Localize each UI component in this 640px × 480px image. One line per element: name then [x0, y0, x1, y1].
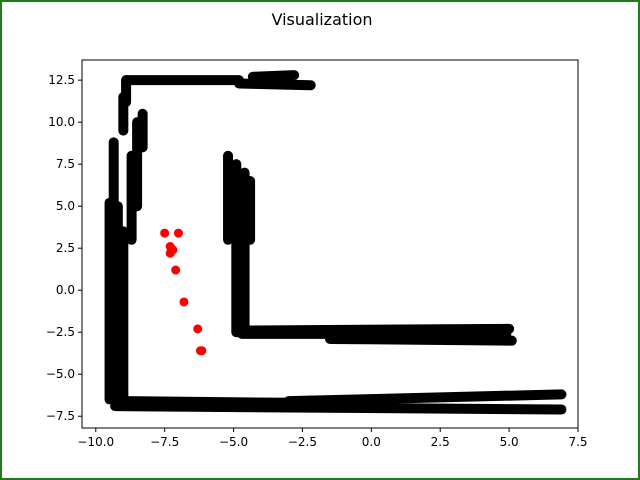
x-tick-label-4: 0.0	[362, 435, 381, 449]
series-0-segment-13	[118, 396, 294, 408]
y-tick-label-1: −5.0	[46, 367, 75, 381]
x-axis: −10.0 −7.5 −5.0 −2.5 0.0 2.5 5.0 7.5	[77, 428, 588, 449]
y-tick-label-7: 10.0	[48, 115, 75, 129]
series-1-point-6	[179, 297, 189, 307]
series-1-point-5	[171, 265, 181, 275]
y-tick-label-0: −7.5	[46, 409, 75, 423]
series-0-segment-10	[234, 78, 316, 91]
y-tick-label-2: −2.5	[46, 325, 75, 339]
y-tick-label-6: 7.5	[56, 157, 75, 171]
chart-title: Visualization	[271, 10, 373, 29]
y-axis: −7.5 −5.0 −2.5 0.0 2.5 5.0 7.5 10.0 12.5	[46, 73, 82, 423]
series-0-segment-11	[247, 70, 300, 82]
series-1-point-0	[160, 228, 170, 238]
y-tick-label-5: 5.0	[56, 199, 75, 213]
series-1-point-9	[197, 346, 207, 356]
data-layer	[104, 70, 567, 415]
x-tick-label-6: 5.0	[500, 435, 519, 449]
series-1-point-4	[165, 248, 175, 258]
plot-area	[81, 59, 579, 429]
x-tick-label-2: −5.0	[219, 435, 248, 449]
series-1-point-1	[173, 228, 183, 238]
y-tick-label-3: 0.0	[56, 283, 75, 297]
x-tick-label-1: −7.5	[150, 435, 179, 449]
x-tick-label-7: 7.5	[568, 435, 587, 449]
y-tick-label-8: 12.5	[48, 73, 75, 87]
series-0-segment-14	[283, 389, 567, 407]
x-tick-label-0: −10.0	[77, 435, 114, 449]
series-0-segment-21	[325, 333, 517, 346]
x-tick-label-3: −2.5	[288, 435, 317, 449]
y-tick-label-4: 2.5	[56, 241, 75, 255]
x-tick-label-5: 2.5	[431, 435, 450, 449]
series-1-point-7	[193, 324, 203, 334]
